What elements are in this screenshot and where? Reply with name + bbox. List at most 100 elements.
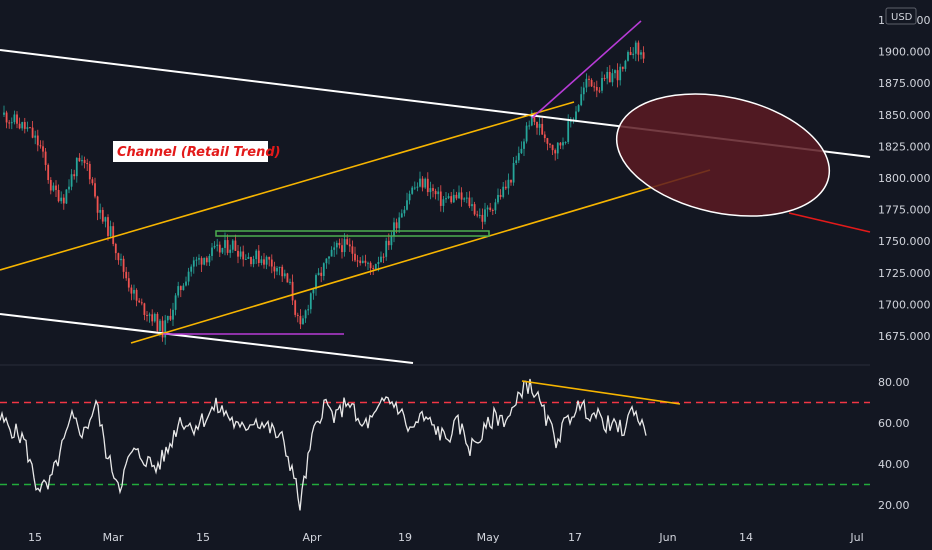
candle-body: [70, 174, 73, 187]
candle-body: [244, 258, 247, 260]
candle-body: [34, 135, 37, 138]
candle-body: [520, 148, 523, 154]
price-pane[interactable]: [0, 20, 871, 364]
price-tick-label: 1700.000: [878, 298, 931, 311]
candle-body: [463, 198, 466, 200]
candle-body: [369, 262, 372, 269]
candle-body: [211, 247, 213, 256]
candle-body: [458, 192, 460, 199]
candle-body: [120, 258, 122, 261]
candle-body: [395, 222, 398, 229]
price-tick-label: 1875.000: [878, 77, 931, 90]
price-axis[interactable]: 1675.000 1700.000 1725.000 1750.000 1775.000…: [878, 14, 931, 343]
candle-body: [455, 194, 458, 199]
candle-body: [476, 214, 479, 216]
candle-body: [538, 123, 541, 128]
candle-body: [447, 196, 450, 199]
candle-body: [42, 146, 44, 152]
candle-body: [229, 249, 232, 253]
candle-body: [341, 245, 343, 253]
candle-body: [372, 268, 375, 270]
candle-body: [549, 143, 551, 145]
candle-body: [125, 271, 128, 279]
candle-body: [413, 187, 416, 189]
candle-body: [299, 315, 302, 325]
candle-body: [91, 179, 94, 184]
candle-body: [419, 178, 421, 187]
candle-body: [330, 249, 333, 257]
candle-body: [109, 226, 112, 236]
currency-badge-box: [885, 7, 917, 25]
candle-body: [96, 196, 99, 213]
candle-body: [624, 60, 627, 69]
candle-body: [3, 112, 5, 115]
candle-body: [60, 197, 63, 202]
candle-body: [237, 250, 239, 257]
candle-body: [203, 257, 206, 265]
trend-upper-line: [0, 101, 575, 271]
currency-badge[interactable]: USD: [885, 7, 917, 25]
candle-body: [559, 142, 562, 146]
candle-body: [130, 287, 133, 294]
candle-body: [546, 138, 549, 144]
candle-body: [356, 260, 359, 262]
candle-body: [94, 183, 96, 197]
candle-body: [13, 114, 16, 123]
candle-body: [484, 209, 486, 222]
candle-body: [564, 141, 567, 143]
candle-body: [642, 52, 645, 59]
candle-body: [325, 258, 328, 264]
candle-body: [348, 244, 351, 247]
candle-body: [460, 192, 463, 200]
candle-body: [260, 259, 263, 264]
candle-body: [582, 87, 585, 95]
candle-body: [213, 245, 216, 248]
channel-annotation[interactable]: Channel (Retail Trend): [113, 141, 281, 162]
oscillator-pane[interactable]: [0, 378, 870, 511]
candle-body: [5, 112, 8, 123]
candle-body: [164, 320, 167, 338]
time-axis[interactable]: 15 Mar 15 Apr 19 May 17 Jun 14 Jul: [28, 531, 864, 544]
candle-body: [361, 260, 364, 263]
price-tick-label: 1750.000: [878, 235, 931, 248]
candle-body: [234, 240, 237, 251]
candle-body: [387, 240, 390, 246]
channel-lower-line: [0, 313, 414, 364]
candle-body: [499, 194, 502, 197]
candle-body: [426, 178, 429, 193]
candle-body: [226, 240, 229, 253]
candle-body: [450, 196, 453, 203]
candle-body: [497, 194, 499, 203]
candle-body: [270, 259, 273, 267]
candle-body: [278, 266, 281, 268]
candle-body: [47, 164, 50, 180]
candle-body: [296, 314, 299, 316]
candle-body: [182, 285, 185, 291]
candle-body: [36, 135, 39, 146]
candle-body: [541, 123, 544, 135]
oscillator-tick-label: 60.00: [878, 417, 910, 430]
candle-body: [468, 197, 471, 207]
annotation-text: Channel (Retail Trend): [117, 145, 281, 160]
candle-body: [634, 42, 637, 54]
time-tick-label: 15: [196, 531, 210, 544]
candle-body: [8, 122, 11, 124]
candle-body: [580, 94, 583, 106]
oscillator-axis[interactable]: 20.00 40.00 60.00 80.00: [878, 376, 910, 512]
price-drawings[interactable]: [0, 20, 871, 364]
candle-body: [140, 302, 143, 304]
oscillator-tick-label: 20.00: [878, 499, 910, 512]
candle-body: [55, 185, 57, 190]
candle-body: [554, 150, 557, 154]
candle-body: [442, 199, 445, 206]
time-tick-label: Mar: [103, 531, 124, 544]
candle-body: [23, 122, 26, 129]
candle-body: [73, 174, 76, 177]
candle-body: [49, 179, 52, 191]
price-tick-label: 1675.000: [878, 330, 931, 343]
candle-body: [312, 289, 315, 294]
target-zone: [615, 93, 831, 217]
candle-body: [114, 243, 117, 254]
candle-body: [276, 267, 278, 272]
